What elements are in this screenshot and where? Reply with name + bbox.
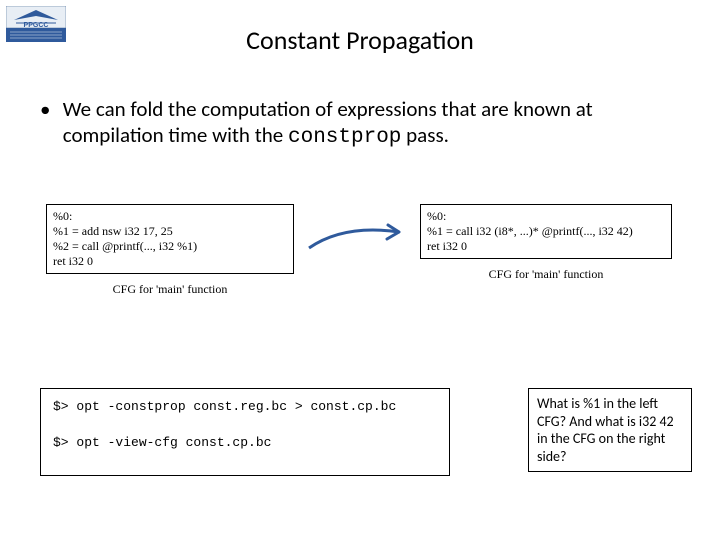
cfg-right-l3: ret i32 0 — [427, 239, 665, 254]
bullet-text: We can fold the computation of expressio… — [63, 96, 663, 152]
bullet-item: • We can fold the computation of express… — [40, 96, 680, 152]
cfg-left-caption: CFG for 'main' function — [46, 282, 294, 297]
bullet-marker: • — [40, 96, 58, 122]
bullet-code: constprop — [288, 126, 401, 149]
cfg-left-l3: %2 = call @printf(..., i32 %1) — [53, 239, 287, 254]
question-box: What is %1 in the left CFG? And what is … — [528, 388, 692, 472]
cfg-left-box: %0: %1 = add nsw i32 17, 25 %2 = call @p… — [46, 204, 294, 274]
cmd-line-2: $> opt -view-cfg const.cp.bc — [53, 435, 437, 451]
cfg-right-l1: %0: — [427, 209, 665, 224]
arrow-icon — [304, 218, 414, 258]
cfg-left-l2: %1 = add nsw i32 17, 25 — [53, 224, 287, 239]
cmd-line-1: $> opt -constprop const.reg.bc > const.c… — [53, 399, 437, 415]
slide-title: Constant Propagation — [0, 24, 720, 56]
cfg-left-l4: ret i32 0 — [53, 254, 287, 269]
cfg-right: %0: %1 = call i32 (i8*, ...)* @printf(..… — [420, 204, 672, 282]
bullet-post: pass. — [401, 122, 449, 148]
cfg-right-l2: %1 = call i32 (i8*, ...)* @printf(..., i… — [427, 224, 665, 239]
cfg-left-l1: %0: — [53, 209, 287, 224]
cfg-right-caption: CFG for 'main' function — [420, 267, 672, 282]
cfg-left: %0: %1 = add nsw i32 17, 25 %2 = call @p… — [46, 204, 294, 297]
command-box: $> opt -constprop const.reg.bc > const.c… — [40, 388, 450, 476]
cfg-right-box: %0: %1 = call i32 (i8*, ...)* @printf(..… — [420, 204, 672, 259]
